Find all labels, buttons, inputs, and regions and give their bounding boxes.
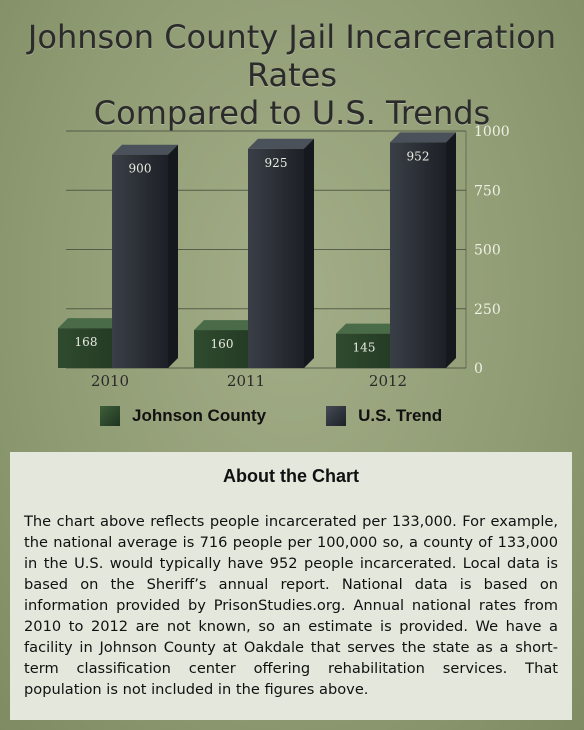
y-tick-label: 250 (474, 302, 501, 318)
bar-side-us (168, 144, 178, 368)
page-title-line-2: Compared to U.S. Trends (93, 94, 491, 132)
y-tick-label: 0 (474, 361, 483, 377)
bar-side-us (446, 132, 456, 368)
data-label-johnson: 168 (75, 335, 98, 349)
y-tick-label: 750 (474, 183, 501, 199)
y-axis-ticks: 0 250 500 750 1000 (474, 124, 510, 377)
bar-us (248, 148, 304, 368)
bar-side-us (304, 138, 314, 368)
about-title: About the Chart (223, 466, 359, 486)
bar-us (390, 142, 446, 368)
y-tick-label: 500 (474, 243, 501, 259)
page-title-line-1: Johnson County Jail Incarceration Rates (27, 18, 557, 94)
x-category-label: 2012 (369, 372, 407, 390)
bar-top-us (248, 138, 314, 149)
x-category-label: 2011 (227, 372, 265, 390)
x-category-label: 2010 (91, 372, 129, 390)
data-label-us: 900 (129, 162, 152, 176)
data-label-us: 952 (407, 149, 430, 163)
x-axis-categories: 2010 2011 2012 (91, 372, 407, 390)
bar-top-us (390, 132, 456, 143)
bar-top-us (112, 144, 178, 155)
data-label-us: 925 (265, 156, 288, 170)
bar-johnson (58, 328, 114, 368)
legend: Johnson County U.S. Trend (100, 404, 502, 428)
bar-top-johnson (336, 323, 402, 334)
bar-top-johnson (194, 320, 260, 331)
legend-label-johnson: Johnson County (132, 406, 267, 425)
legend-item-us: U.S. Trend (326, 406, 442, 426)
bar-johnson (194, 330, 250, 368)
legend-label-us: U.S. Trend (358, 406, 443, 425)
bar-top-johnson (58, 318, 124, 329)
data-label-johnson: 160 (211, 337, 234, 351)
legend-swatch-johnson (100, 406, 120, 426)
data-label-johnson: 145 (353, 341, 376, 355)
about-panel: About the Chart The chart above reflects… (10, 452, 572, 720)
legend-item-johnson: Johnson County (100, 406, 266, 426)
y-tick-label: 1000 (474, 124, 510, 140)
bar-us (112, 154, 168, 368)
about-body: The chart above reflects people incarcer… (24, 513, 558, 698)
page-title: Johnson County Jail Incarceration Rates … (0, 18, 584, 132)
bars: 168 900 160 925 145 952 (58, 132, 456, 368)
legend-swatch-us (326, 406, 347, 426)
bar-johnson (336, 333, 392, 368)
